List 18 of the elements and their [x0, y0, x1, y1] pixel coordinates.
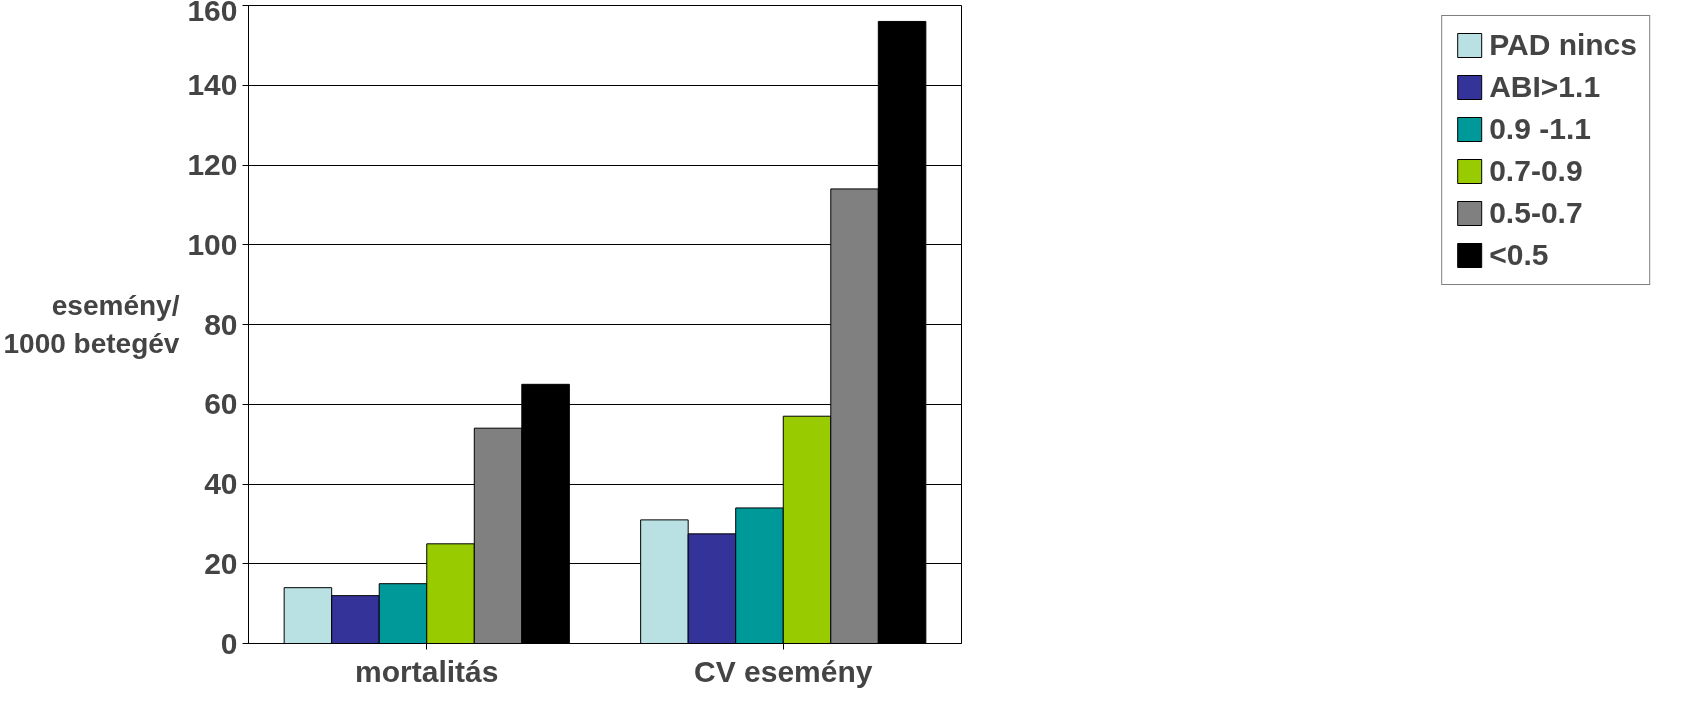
legend-label: <0.5 [1489, 238, 1549, 272]
legend-label: 0.7-0.9 [1489, 154, 1583, 188]
x-tick-label: CV esemény [694, 654, 873, 688]
y-tick-label: 160 [187, 0, 238, 27]
legend-label: ABI>1.1 [1489, 70, 1601, 104]
legend-label: 0.5-0.7 [1489, 196, 1583, 230]
y-tick-label: 0 [220, 626, 238, 660]
y-tick-label: 40 [204, 467, 238, 500]
y-tick-label: 80 [204, 307, 238, 341]
y-tick-label: 20 [204, 546, 238, 580]
y-tick-label: 140 [187, 68, 238, 102]
y-tick-label: 60 [204, 387, 238, 421]
legend-label: PAD nincs [1489, 28, 1637, 62]
y-tick-label: 100 [187, 227, 238, 261]
y-axis-title: esemény/ 1000 betegév [3, 290, 180, 359]
x-tick-label: mortalitás [355, 654, 499, 688]
y-tick-label: 120 [187, 148, 238, 181]
legend-label: 0.9 -1.1 [1489, 112, 1591, 146]
